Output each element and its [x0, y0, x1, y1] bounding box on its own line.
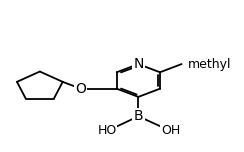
Text: O: O: [75, 82, 86, 96]
Text: N: N: [133, 57, 143, 71]
Text: methyl: methyl: [188, 58, 231, 71]
Text: B: B: [133, 109, 143, 123]
Text: OH: OH: [161, 124, 180, 137]
Text: HO: HO: [98, 124, 117, 137]
